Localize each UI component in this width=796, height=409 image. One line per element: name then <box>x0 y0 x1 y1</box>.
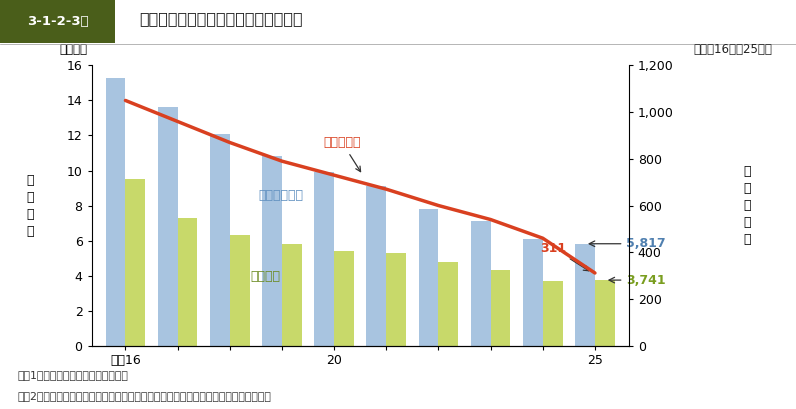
Bar <box>595 280 615 346</box>
Bar <box>262 157 282 346</box>
Bar <box>106 78 126 346</box>
Bar <box>439 262 458 346</box>
Bar <box>282 244 302 346</box>
Text: グ
ル
ー
プ
数: グ ル ー プ 数 <box>743 165 751 246</box>
Bar <box>334 251 354 346</box>
Text: 構
成
員
数: 構 成 員 数 <box>26 173 33 238</box>
Bar <box>576 244 595 346</box>
Bar <box>366 186 386 346</box>
Bar <box>490 270 510 346</box>
Bar <box>210 134 230 346</box>
Bar <box>126 179 146 346</box>
Bar <box>470 221 490 346</box>
Text: 暴走族構成員: 暴走族構成員 <box>259 189 303 202</box>
Bar <box>543 281 563 346</box>
Text: 3-1-2-3図: 3-1-2-3図 <box>27 15 88 28</box>
Text: 2　共同危険型暴走族（爆音を伴う暴走等を集団で行う暴走族をいう。）に限る。: 2 共同危険型暴走族（爆音を伴う暴走等を集団で行う暴走族をいう。）に限る。 <box>18 391 271 400</box>
Bar <box>314 172 334 346</box>
Text: （千人）: （千人） <box>60 43 88 56</box>
Text: 3,741: 3,741 <box>626 274 666 287</box>
Text: 暴走族の構成員数・グループ数の推移: 暴走族の構成員数・グループ数の推移 <box>139 11 303 26</box>
Text: 311: 311 <box>540 242 589 271</box>
Text: うち少年: うち少年 <box>251 270 281 283</box>
Bar <box>230 235 250 346</box>
Text: 注　1　警察庁交通局の資料による。: 注 1 警察庁交通局の資料による。 <box>18 370 128 380</box>
Bar <box>178 218 197 346</box>
Text: （平成16年〜25年）: （平成16年〜25年） <box>693 43 772 56</box>
Text: グループ数: グループ数 <box>324 137 361 172</box>
Bar <box>386 253 406 346</box>
Bar <box>523 239 543 346</box>
Bar <box>158 108 178 346</box>
Bar <box>419 209 439 346</box>
Text: 5,817: 5,817 <box>626 237 666 250</box>
